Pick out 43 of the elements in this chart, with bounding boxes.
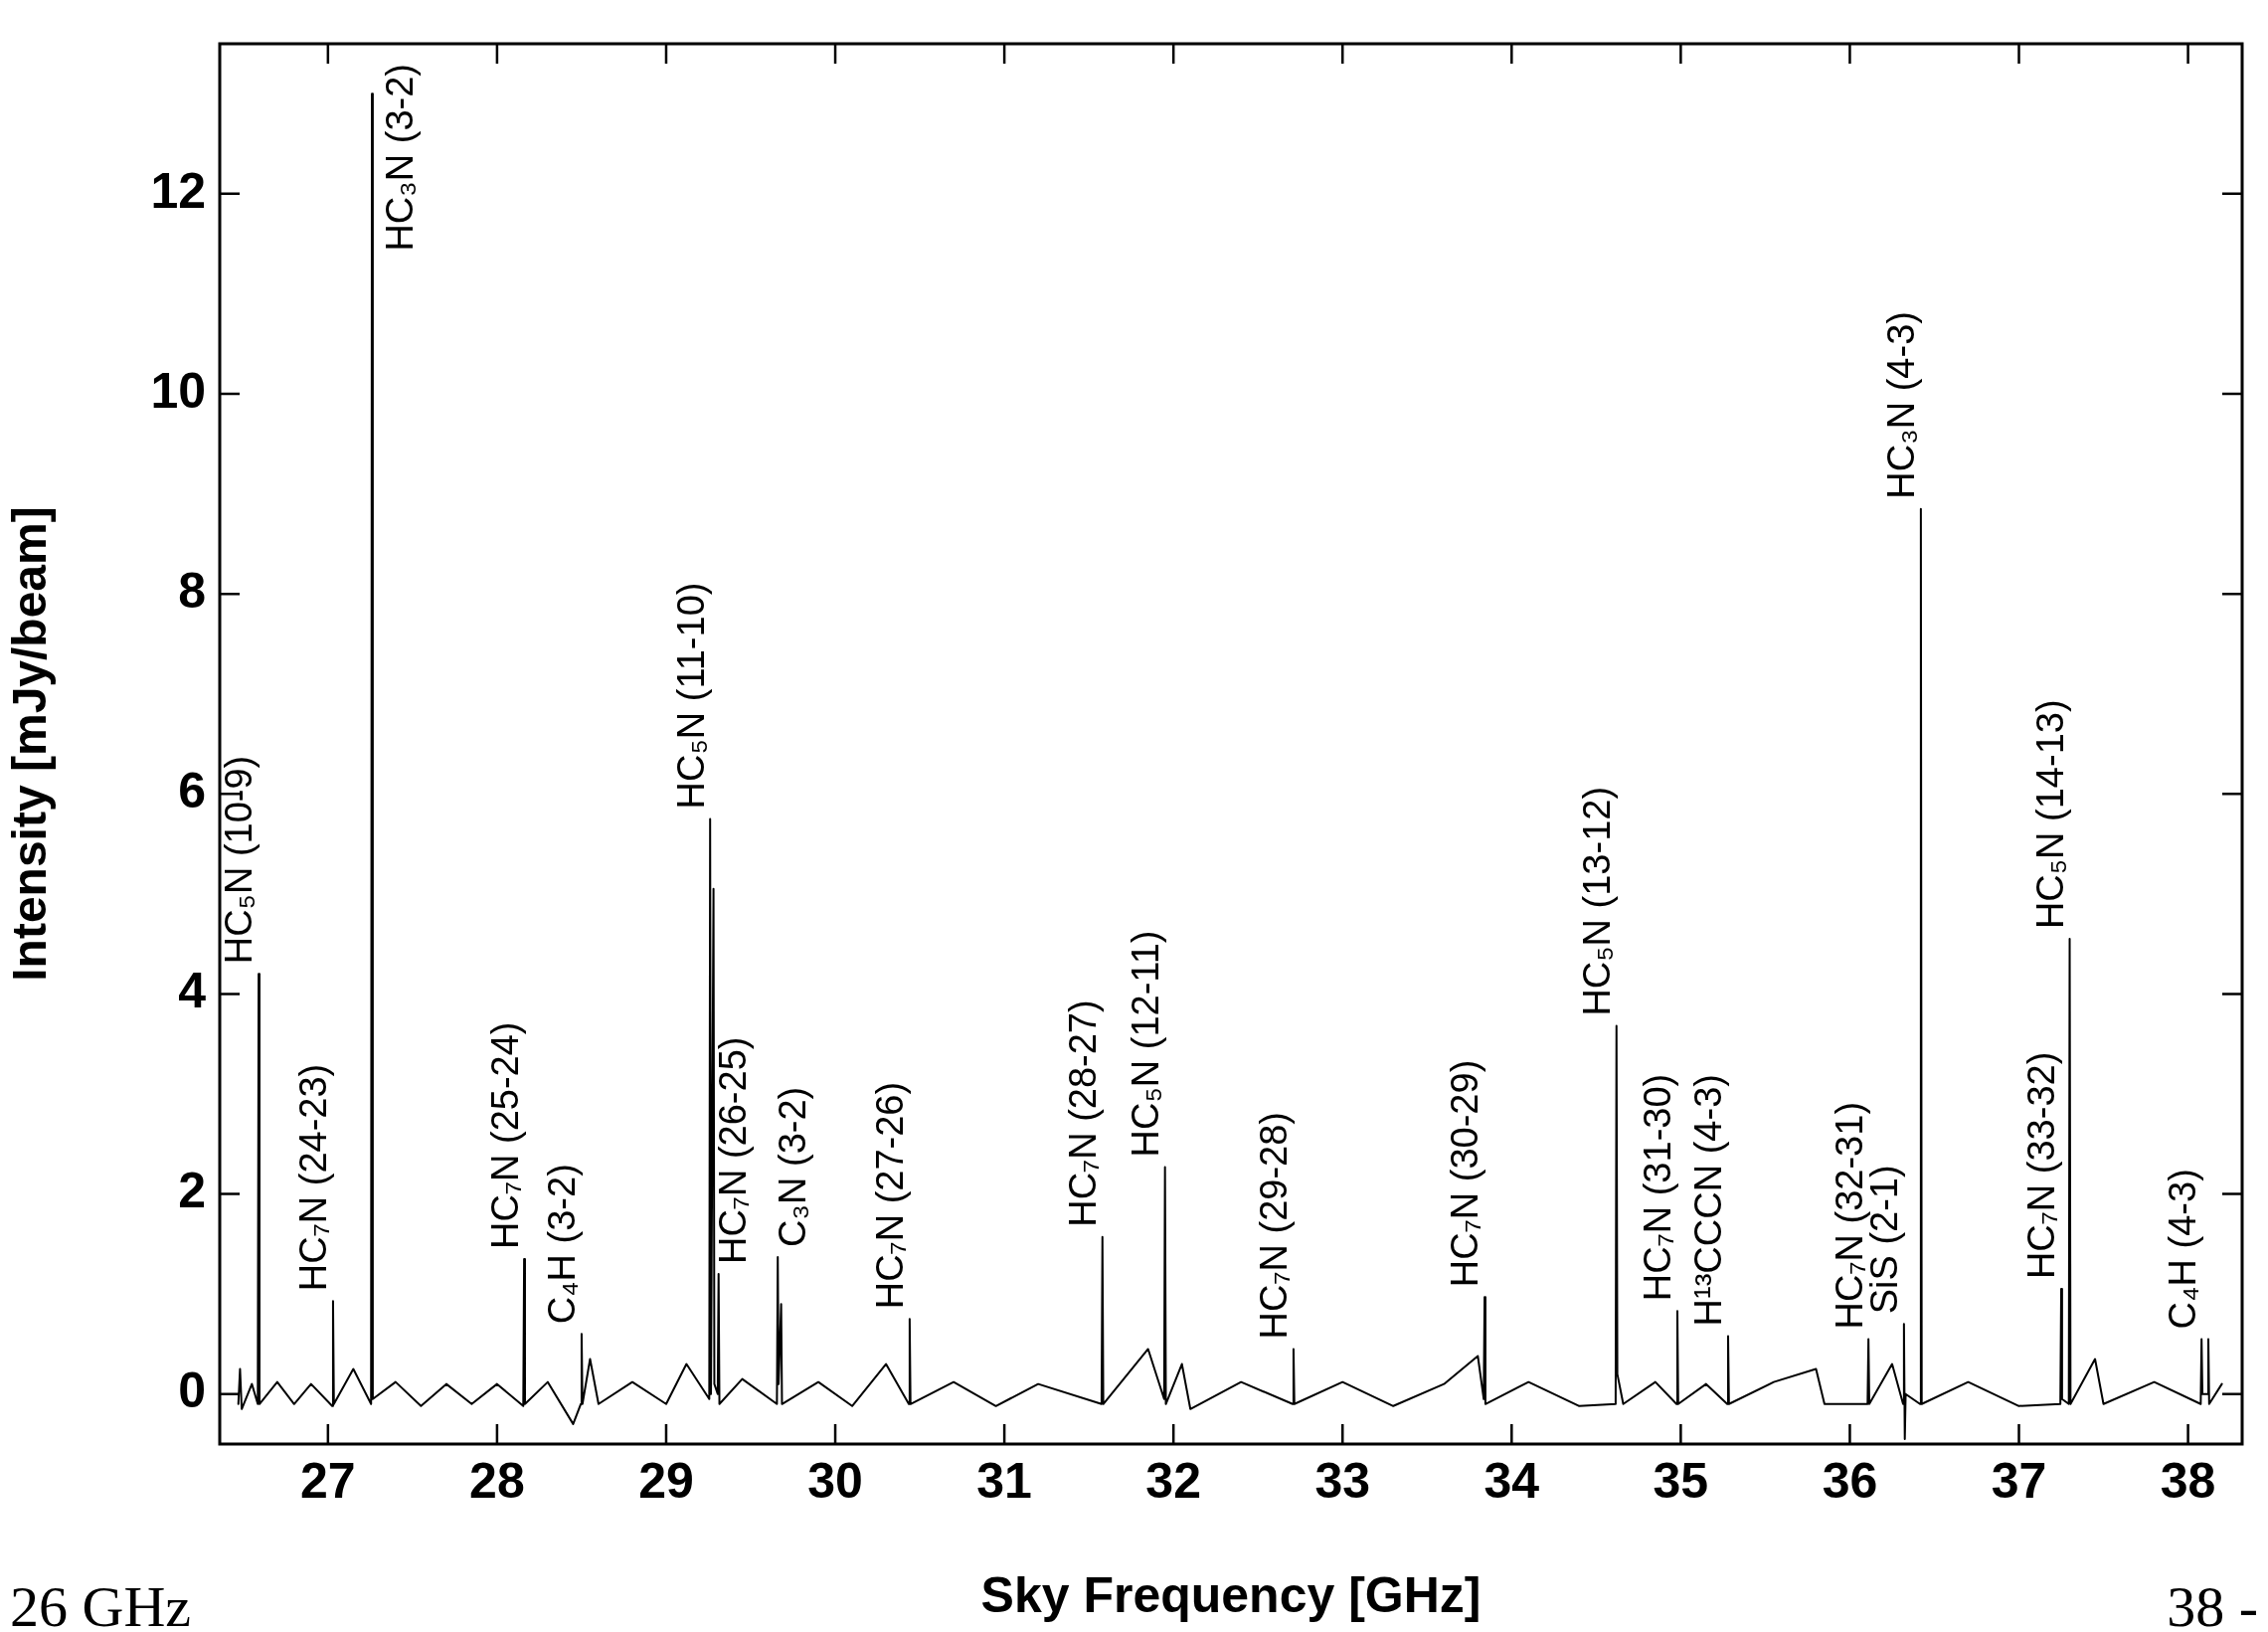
annotation: HC₇N (27-26) — [869, 1081, 912, 1310]
annotation: HC₇N (31-30) — [1637, 1073, 1679, 1302]
text: 26 GHz — [10, 1574, 192, 1632]
annotation: HC₅N (11-10) — [669, 582, 712, 810]
x-tick-label: 32 — [1145, 1452, 1201, 1509]
annotation: HC₇N (24-23) — [292, 1063, 335, 1292]
x-tick-label: 33 — [1314, 1452, 1371, 1509]
x-axis-title: Sky Frequency [GHz] — [980, 1566, 1482, 1623]
annotation: HC₃N (3-2) — [378, 64, 421, 252]
annotation: C₃N (3-2) — [771, 1086, 813, 1247]
y-axis-title: Intensity [mJy/beam] — [3, 506, 57, 982]
x-tick-label: 28 — [469, 1452, 525, 1509]
x-tick-label: 27 — [300, 1452, 356, 1509]
annotation: HC₅N (12-11) — [1125, 930, 1167, 1158]
annotation: HC₇N (33-32) — [2020, 1051, 2063, 1280]
annotation: HC₅N (13-12) — [1576, 786, 1619, 1016]
x-tick-label: 37 — [1991, 1452, 2047, 1509]
y-tick-label: 0 — [178, 1362, 206, 1419]
text: 38 - — [2167, 1574, 2258, 1632]
x-tick-label: 29 — [638, 1452, 694, 1509]
annotation: HC₇N (25-24) — [483, 1021, 526, 1249]
x-tick-label: 36 — [1822, 1452, 1878, 1509]
x-tick-label: 30 — [807, 1452, 863, 1509]
annotation: HC₇N (28-27) — [1062, 999, 1105, 1227]
y-tick-label: 2 — [178, 1163, 206, 1219]
annotation: HC₅N (10-9) — [218, 755, 261, 965]
annotation: HC₇N (26-25) — [712, 1036, 755, 1265]
y-tick-label: 8 — [178, 562, 206, 619]
annotation: HC₇N (30-29) — [1444, 1059, 1486, 1288]
y-tick-label: 6 — [178, 763, 206, 819]
annotation: HC₃N (4-3) — [1880, 311, 1923, 499]
y-tick-label: 10 — [150, 362, 206, 419]
annotation: HC₇N (29-28) — [1253, 1112, 1296, 1340]
annotation: C₄H (4-3) — [2161, 1169, 2203, 1330]
y-tick-label: 4 — [178, 963, 207, 1019]
x-tick-label: 35 — [1653, 1452, 1709, 1509]
annotation: C₄H (3-2) — [541, 1164, 584, 1325]
annotation: HC₅N (14-13) — [2028, 699, 2071, 930]
x-tick-label: 34 — [1483, 1452, 1540, 1509]
y-tick-label: 12 — [150, 162, 206, 219]
x-tick-label: 31 — [976, 1452, 1032, 1509]
annotation: H¹³CCCN (4-3) — [1687, 1074, 1730, 1327]
x-tick-label: 38 — [2160, 1452, 2216, 1509]
